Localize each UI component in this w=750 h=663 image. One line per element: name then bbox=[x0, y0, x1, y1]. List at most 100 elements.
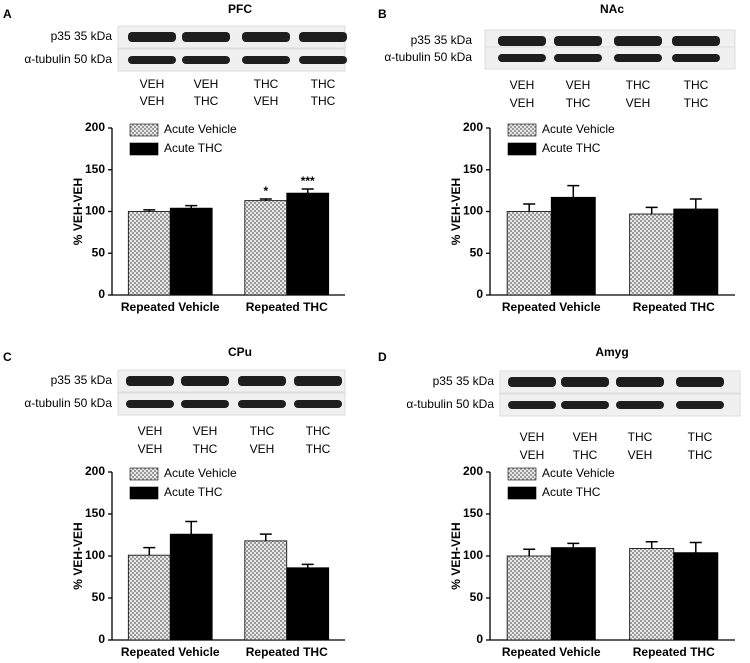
legend-swatch bbox=[507, 467, 537, 481]
bar bbox=[244, 200, 288, 296]
significance: * bbox=[263, 184, 268, 198]
error-bar bbox=[185, 204, 198, 209]
panel-letter: D bbox=[378, 350, 387, 364]
blot-band bbox=[242, 56, 290, 64]
lane-label: VEH bbox=[626, 96, 651, 110]
lane-label: VEH bbox=[510, 96, 535, 110]
blot-band bbox=[508, 401, 556, 409]
y-tick-label: 150 bbox=[85, 162, 105, 176]
blot-strip bbox=[117, 392, 346, 416]
blot-label: p35 35 kDa bbox=[433, 374, 495, 388]
y-tick-label: 150 bbox=[463, 162, 483, 176]
lane-label: VEH bbox=[140, 94, 165, 108]
error-bar bbox=[185, 520, 198, 535]
bar bbox=[169, 533, 213, 641]
blot-strip bbox=[484, 46, 736, 70]
blot-band bbox=[242, 32, 290, 42]
bar bbox=[286, 192, 330, 296]
lane-label: VEH bbox=[138, 442, 163, 456]
panel-letter: C bbox=[3, 350, 12, 364]
lane-label: VEH bbox=[254, 94, 279, 108]
blot-band bbox=[126, 400, 174, 408]
blot-band bbox=[181, 400, 229, 408]
blot-band bbox=[181, 376, 229, 386]
error-bar bbox=[523, 203, 536, 212]
bar bbox=[127, 211, 171, 296]
error-bar bbox=[689, 541, 702, 553]
blot-band bbox=[299, 56, 347, 64]
y-tick-label: 150 bbox=[463, 506, 483, 520]
legend-swatch bbox=[129, 467, 159, 481]
y-tick-label: 100 bbox=[85, 548, 105, 562]
y-axis-label: % VEH-VEH bbox=[449, 522, 463, 589]
bar bbox=[286, 567, 330, 641]
y-tick-label: 100 bbox=[463, 204, 483, 218]
bar bbox=[629, 548, 675, 641]
blot-label: α-tubulin 50 kDa bbox=[384, 50, 472, 64]
y-tick-label: 200 bbox=[85, 464, 105, 478]
blot-band bbox=[508, 377, 556, 387]
blot-band bbox=[672, 36, 720, 46]
lane-label: VEH bbox=[194, 77, 219, 91]
error-bar bbox=[259, 533, 272, 541]
y-tick-label: 200 bbox=[463, 120, 483, 134]
blot-label: α-tubulin 50 kDa bbox=[24, 396, 112, 410]
error-bar bbox=[567, 542, 580, 548]
x-tick-label: Repeated THC bbox=[633, 645, 715, 659]
lane-label: THC bbox=[254, 77, 279, 91]
legend-swatch bbox=[507, 142, 537, 156]
lane-label: VEH bbox=[628, 448, 653, 462]
blot-band bbox=[182, 56, 230, 64]
x-tick-label: Repeated THC bbox=[633, 300, 715, 314]
x-tick-label: Repeated Vehicle bbox=[502, 645, 601, 659]
panel: D Amyg p35 35 kDa α-tubulin 50 kDa VEH VEH VEH… bbox=[378, 345, 741, 659]
y-tick-label: 100 bbox=[463, 548, 483, 562]
lane-label: THC bbox=[573, 448, 598, 462]
lane-label: THC bbox=[311, 77, 336, 91]
blot-band bbox=[294, 376, 342, 386]
y-axis-label: % VEH-VEH bbox=[449, 178, 463, 245]
y-tick-label: 50 bbox=[92, 590, 106, 604]
blot-band bbox=[676, 401, 724, 409]
panel-title: Amyg bbox=[595, 345, 628, 359]
bar bbox=[673, 552, 719, 641]
error-bar bbox=[689, 198, 702, 209]
panel-letter: B bbox=[378, 7, 387, 21]
error-bar bbox=[301, 563, 314, 568]
blot-band bbox=[128, 56, 176, 64]
panel-title: CPu bbox=[228, 345, 252, 359]
x-tick-label: Repeated Vehicle bbox=[502, 300, 601, 314]
lane-label: VEH bbox=[138, 424, 163, 438]
blot-band bbox=[294, 400, 342, 408]
blot-label: α-tubulin 50 kDa bbox=[406, 397, 494, 411]
bar bbox=[506, 555, 552, 641]
blot-band bbox=[498, 54, 546, 62]
panel-letter: A bbox=[3, 7, 12, 21]
lane-label: THC bbox=[193, 442, 218, 456]
blot-band bbox=[614, 54, 662, 62]
blot-label: p35 35 kDa bbox=[411, 33, 473, 47]
lane-label: THC bbox=[311, 94, 336, 108]
y-tick-label: 200 bbox=[85, 120, 105, 134]
lane-label: THC bbox=[306, 442, 331, 456]
y-tick-label: 200 bbox=[463, 464, 483, 478]
legend-label: Acute THC bbox=[164, 485, 223, 499]
blot-band bbox=[299, 32, 347, 42]
legend-label: Acute Vehicle bbox=[164, 466, 237, 480]
lane-label: THC bbox=[250, 424, 275, 438]
y-tick-label: 0 bbox=[98, 632, 105, 646]
legend-swatch bbox=[507, 123, 537, 137]
blot-label: α-tubulin 50 kDa bbox=[24, 52, 112, 66]
bar bbox=[550, 196, 596, 296]
blot-band bbox=[672, 54, 720, 62]
legend-label: Acute THC bbox=[542, 141, 601, 155]
legend-swatch bbox=[507, 486, 537, 500]
lane-label: VEH bbox=[520, 448, 545, 462]
blot-band bbox=[498, 36, 546, 46]
y-tick-label: 0 bbox=[98, 287, 105, 301]
legend-label: Acute Vehicle bbox=[542, 122, 615, 136]
y-tick-label: 100 bbox=[85, 204, 105, 218]
blot-band bbox=[676, 377, 724, 387]
error-bar bbox=[143, 546, 156, 556]
x-tick-label: Repeated Vehicle bbox=[121, 300, 220, 314]
